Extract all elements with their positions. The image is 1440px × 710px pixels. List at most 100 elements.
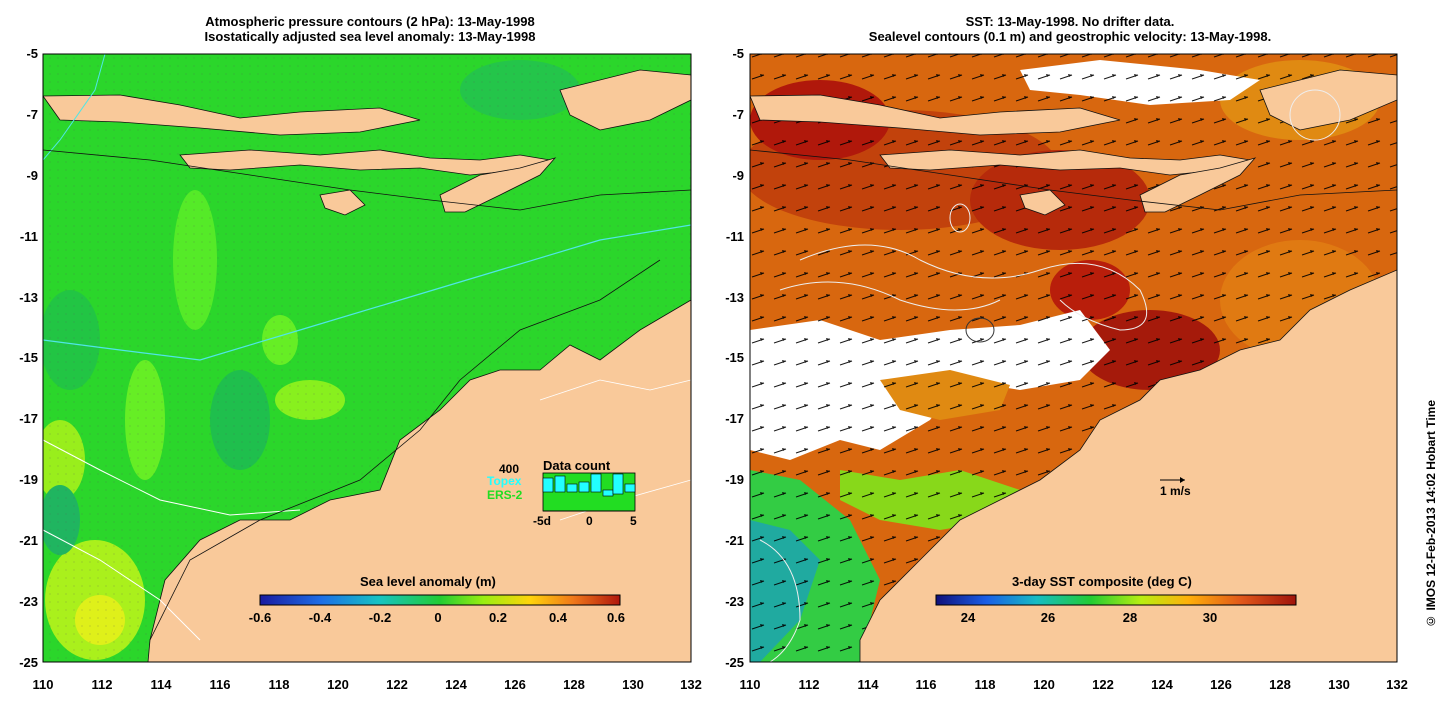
sealevel-contour bbox=[965, 317, 995, 343]
left-title-line2: Isostatically adjusted sea level anomaly… bbox=[204, 29, 536, 44]
sealevel-contour bbox=[799, 244, 1148, 331]
lat-tick: -9 bbox=[732, 168, 744, 183]
inset-title: Data count bbox=[543, 458, 611, 473]
sumba-island bbox=[1019, 189, 1066, 216]
lon-tick: 130 bbox=[622, 677, 644, 692]
sla-colorbar-tick: 0 bbox=[434, 610, 442, 625]
topex-bar bbox=[612, 473, 624, 495]
lat-tick: -23 bbox=[19, 594, 38, 609]
right-title: SST: 13-May-1998. No drifter data. Seale… bbox=[740, 14, 1400, 44]
inset-count-label: 400 bbox=[499, 462, 520, 476]
lon-tick: 114 bbox=[857, 677, 879, 692]
lon-tick: 118 bbox=[268, 677, 290, 692]
lat-tick: -19 bbox=[725, 472, 744, 487]
lon-tick: 112 bbox=[91, 677, 113, 692]
lon-tick: 118 bbox=[974, 677, 996, 692]
lon-tick: 112 bbox=[798, 677, 820, 692]
sealevel-contour bbox=[1289, 89, 1341, 141]
right-title-line2: Sealevel contours (0.1 m) and geostrophi… bbox=[868, 29, 1272, 44]
island bbox=[559, 69, 691, 131]
lat-tick: -9 bbox=[26, 168, 38, 183]
lat-tick: -15 bbox=[725, 350, 744, 365]
bathymetry-contour bbox=[43, 149, 691, 211]
inset-axis-label: -5d bbox=[533, 514, 551, 528]
inset-topex-bars bbox=[542, 473, 636, 497]
lon-tick: 126 bbox=[504, 677, 526, 692]
bathymetry-contour bbox=[149, 259, 661, 641]
lon-tick: 122 bbox=[1092, 677, 1114, 692]
lat-tick: -25 bbox=[19, 655, 38, 670]
lon-tick: 122 bbox=[386, 677, 408, 692]
lat-tick: -7 bbox=[26, 107, 38, 122]
java-island bbox=[750, 94, 1121, 136]
lat-tick: -13 bbox=[725, 290, 744, 305]
right-title-line1: SST: 13-May-1998. No drifter data. bbox=[965, 14, 1175, 29]
sla-colorbar-tick: 0.4 bbox=[548, 610, 568, 625]
timor-island bbox=[439, 157, 557, 213]
topex-label: Topex bbox=[487, 474, 522, 488]
lat-tick: -21 bbox=[725, 533, 744, 548]
sla-colorbar-tick: -0.4 bbox=[308, 610, 332, 625]
lat-tick: -13 bbox=[19, 290, 38, 305]
island bbox=[1259, 69, 1397, 131]
lon-tick: 110 bbox=[32, 677, 54, 692]
topex-bar bbox=[542, 477, 554, 493]
pressure-contour bbox=[43, 54, 106, 161]
lon-tick: 116 bbox=[209, 677, 231, 692]
sst-colorbar-tick: 30 bbox=[1202, 610, 1218, 625]
lon-tick: 120 bbox=[327, 677, 349, 692]
topex-bar bbox=[578, 481, 590, 493]
sla-colorbar-tick: -0.6 bbox=[248, 610, 272, 625]
credit-text: © IMOS 12-Feb-2013 14:02 Hobart Time bbox=[1424, 400, 1438, 628]
sst-colorbar-tick: 24 bbox=[960, 610, 976, 625]
right-map bbox=[750, 54, 1397, 662]
lat-tick: -5 bbox=[732, 46, 744, 61]
velocity-scale-arrow bbox=[1160, 477, 1185, 483]
sealevel-contour bbox=[949, 203, 971, 233]
topex-bar bbox=[590, 473, 602, 493]
lat-tick: -5 bbox=[26, 46, 38, 61]
topex-bar bbox=[554, 475, 566, 493]
sst-colorbar bbox=[935, 594, 1297, 606]
left-frame bbox=[42, 53, 692, 663]
inset-axis-label: 5 bbox=[630, 514, 637, 528]
sla-colorbar-tick: 0.6 bbox=[606, 610, 626, 625]
lat-tick: -11 bbox=[19, 229, 38, 244]
sla-colorbar bbox=[259, 594, 621, 606]
lon-tick: 128 bbox=[1269, 677, 1291, 692]
topex-bar bbox=[566, 483, 578, 493]
australia-land bbox=[859, 269, 1397, 662]
velocity-scale-label: 1 m/s bbox=[1160, 484, 1191, 498]
lat-tick: -19 bbox=[19, 472, 38, 487]
lat-tick: -25 bbox=[725, 655, 744, 670]
ers-label: ERS-2 bbox=[487, 488, 523, 502]
sla-colorbar-tick: -0.2 bbox=[368, 610, 392, 625]
lon-tick: 126 bbox=[1210, 677, 1232, 692]
sla-colorbar-tick: 0.2 bbox=[488, 610, 508, 625]
land-contour bbox=[539, 379, 691, 401]
pressure-contour bbox=[43, 529, 201, 641]
lat-tick: -17 bbox=[19, 411, 38, 426]
lat-tick: -23 bbox=[725, 594, 744, 609]
sst-colorbar-tick: 28 bbox=[1122, 610, 1138, 625]
inset-axis-label: 0 bbox=[586, 514, 593, 528]
left-map bbox=[43, 54, 691, 662]
lon-tick: 124 bbox=[1151, 677, 1173, 692]
lat-tick: -15 bbox=[19, 350, 38, 365]
right-frame bbox=[749, 53, 1398, 663]
pressure-contour bbox=[43, 224, 691, 361]
lat-tick: -7 bbox=[732, 107, 744, 122]
left-title-line1: Atmospheric pressure contours (2 hPa): 1… bbox=[205, 14, 535, 29]
lon-tick: 132 bbox=[1386, 677, 1408, 692]
data-count-inset bbox=[542, 472, 636, 512]
bathymetry-contour bbox=[750, 149, 1397, 211]
lon-tick: 120 bbox=[1033, 677, 1055, 692]
lon-tick: 132 bbox=[680, 677, 702, 692]
java-island bbox=[43, 94, 421, 136]
sealevel-contour bbox=[759, 539, 801, 662]
lon-tick: 114 bbox=[150, 677, 172, 692]
sumba-island bbox=[319, 189, 366, 216]
lon-tick: 128 bbox=[563, 677, 585, 692]
topex-bar bbox=[624, 483, 636, 493]
